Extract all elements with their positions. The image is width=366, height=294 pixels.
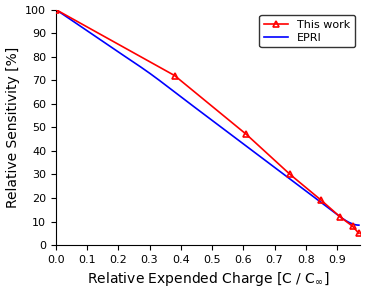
Y-axis label: Relative Sensitivity [%]: Relative Sensitivity [%] xyxy=(5,47,19,208)
Legend: This work, EPRI: This work, EPRI xyxy=(259,15,355,47)
X-axis label: Relative Expended Charge [C / C$_\infty$]: Relative Expended Charge [C / C$_\infty$… xyxy=(87,270,329,288)
